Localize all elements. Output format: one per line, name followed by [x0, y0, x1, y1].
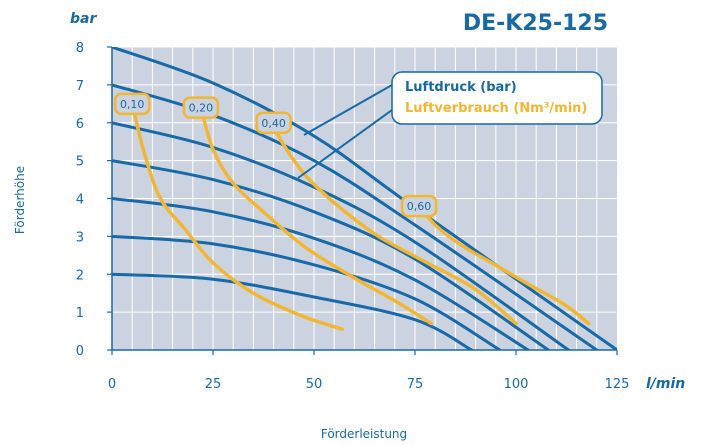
- x-tick-labels: 0 25 50 75 100 125: [108, 350, 630, 392]
- x-tick-label: 100: [504, 377, 529, 392]
- air-consumption-series-group: 0,10 0,20 0,40 0,60: [113, 92, 591, 331]
- y-tick-label: 5: [76, 155, 84, 170]
- pressure-line-3: [112, 197, 530, 350]
- air-consumption-label-box-3: [255, 111, 292, 134]
- air-consumption-line-3: [271, 121, 518, 326]
- legend-entry-pressure: Luftdruck (bar): [405, 80, 517, 95]
- x-tick-label: 50: [306, 377, 323, 392]
- air-consumption-line-2: [199, 105, 433, 326]
- y-tick-label: 8: [76, 41, 84, 56]
- y-tick-labels: 0 1 2 3 4 5 6 7 8: [76, 41, 112, 359]
- air-consumption-line-1: [130, 102, 345, 331]
- x-axis-title: Förderleistung: [321, 427, 407, 441]
- y-axis-title: Förderhöhe: [13, 166, 27, 234]
- x-tick-label: 125: [605, 377, 630, 392]
- air-consumption-label-box-2: [182, 96, 220, 119]
- y-unit-label: bar: [70, 11, 97, 27]
- y-tick-label: 4: [76, 193, 84, 208]
- y-tick-label: 1: [76, 306, 84, 321]
- pressure-line-1: [112, 272, 474, 350]
- pressure-line-4: [112, 159, 550, 350]
- legend-entry-air-consumption: Luftverbrauch (Nm³/min): [405, 101, 587, 116]
- y-tick-label: 0: [76, 344, 84, 359]
- y-tick-label: 7: [76, 79, 84, 94]
- pressure-line-2: [112, 234, 502, 350]
- air-consumption-line-4: [417, 204, 591, 326]
- air-consumption-label-1: 0,10: [120, 98, 145, 111]
- x-tick-label: 25: [205, 377, 222, 392]
- air-consumption-label-box-1: [113, 92, 151, 116]
- legend-pointer-1: [303, 84, 393, 136]
- legend: Luftdruck (bar) Luftverbrauch (Nm³/min): [297, 71, 603, 179]
- y-tick-label: 6: [76, 117, 84, 132]
- y-tick-label: 3: [76, 230, 84, 245]
- air-consumption-label-box-4: [400, 194, 438, 218]
- chart-title: DE-K25-125: [463, 11, 608, 36]
- x-tick-label: 0: [108, 377, 116, 392]
- y-tick-label: 2: [76, 268, 84, 283]
- x-unit-label: l/min: [646, 376, 685, 392]
- air-consumption-label-4: 0,60: [407, 200, 432, 213]
- air-consumption-label-3: 0,40: [261, 117, 286, 130]
- air-consumption-label-2: 0,20: [189, 102, 214, 115]
- legend-box: [391, 71, 603, 125]
- x-tick-label: 75: [407, 377, 424, 392]
- legend-pointer-2: [297, 109, 393, 179]
